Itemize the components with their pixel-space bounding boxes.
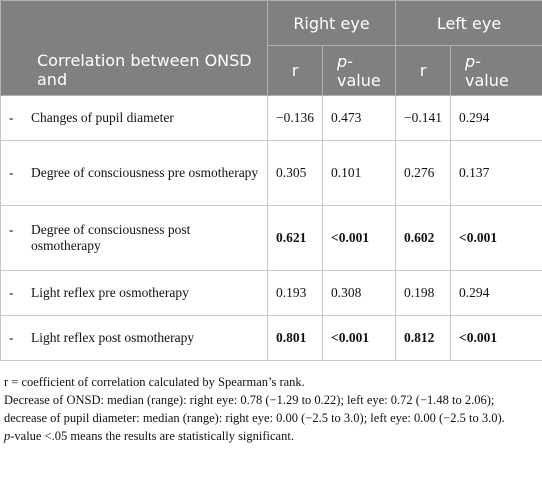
table-row: - Changes of pupil diameter −0.136 0.473 −0.…: [0, 95, 542, 141]
table-row: - Degree of consciousness post osmotherap…: [0, 205, 542, 271]
value-cell: <0.001: [450, 205, 542, 271]
row-label-cell: - Light reflex pre osmotherapy: [0, 270, 268, 316]
column-header-italic: p-: [465, 51, 481, 71]
footnote: r = coefficient of correlation calculate…: [4, 373, 538, 391]
table-row: - Light reflex pre osmotherapy 0.193 0.308 0…: [0, 270, 542, 316]
row-label-cell: - Degree of consciousness post osmotherap…: [0, 205, 268, 271]
footnote: p-value <.05 means the results are stati…: [4, 427, 538, 445]
row-marker: -: [9, 285, 14, 300]
value-cell: <0.001: [322, 315, 396, 361]
row-marker: -: [9, 110, 14, 125]
value-cell: <0.001: [322, 205, 396, 271]
group-header: Left eye: [395, 0, 542, 46]
table-row: - Light reflex post osmotherapy 0.801 <0.00…: [0, 315, 542, 361]
row-marker: -: [9, 222, 14, 237]
value-cell: 0.137: [450, 140, 542, 206]
table-row: - Degree of consciousness pre osmotherapy…: [0, 140, 542, 206]
value-cell: −0.141: [395, 95, 451, 141]
row-label-cell: - Light reflex post osmotherapy: [0, 315, 268, 361]
row-label: Degree of consciousness pre osmotherapy: [31, 165, 259, 180]
value-cell: 0.101: [322, 140, 396, 206]
row-label-cell: - Degree of consciousness pre osmotherapy: [0, 140, 268, 206]
value-cell: 0.308: [322, 270, 396, 316]
value-cell: 0.812: [395, 315, 451, 361]
value-cell: 0.602: [395, 205, 451, 271]
footnote: Decrease of ONSD: median (range): right …: [4, 391, 538, 427]
footnotes: r = coefficient of correlation calculate…: [0, 361, 542, 445]
footnote-text: -value <.05 means the results are statis…: [10, 429, 294, 443]
value-cell: 0.193: [267, 270, 323, 316]
subheader-row: r p-value r p-value: [1, 45, 542, 96]
column-header-text: r: [419, 61, 427, 80]
row-label-header: Correlation between ONSD and: [0, 0, 268, 96]
row-label: Changes of pupil diameter: [31, 110, 174, 125]
column-header: r: [395, 45, 451, 96]
column-header: p-value: [450, 45, 542, 96]
row-marker: -: [9, 330, 14, 345]
footnote-italic: p: [4, 429, 11, 443]
footnote-text: Decrease of ONSD: median (range): right …: [4, 393, 505, 425]
value-cell: 0.621: [267, 205, 323, 271]
value-cell: 0.198: [395, 270, 451, 316]
column-header-text: value: [337, 70, 381, 90]
column-header: r: [267, 45, 323, 96]
row-label-cell: - Changes of pupil diameter: [0, 95, 268, 141]
row-label: Light reflex post osmotherapy: [31, 330, 195, 345]
row-marker: -: [9, 165, 14, 180]
row-label: Light reflex pre osmotherapy: [31, 285, 189, 300]
correlation-table: Correlation between ONSD and Right eye L…: [0, 0, 542, 361]
value-cell: −0.136: [267, 95, 323, 141]
value-cell: 0.276: [395, 140, 451, 206]
value-cell: 0.305: [267, 140, 323, 206]
column-header: p-value: [322, 45, 396, 96]
value-cell: 0.473: [322, 95, 396, 141]
group-header: Right eye: [267, 0, 396, 46]
value-cell: 0.294: [450, 270, 542, 316]
value-cell: 0.801: [267, 315, 323, 361]
header-row: Correlation between ONSD and Right eye L…: [0, 0, 542, 96]
column-header-text: r: [291, 61, 299, 80]
column-header-italic: p-: [337, 51, 353, 71]
footnote-text: r = coefficient of correlation calculate…: [4, 375, 305, 389]
row-label: Degree of consciousness post osmotherapy: [31, 222, 191, 253]
value-cell: <0.001: [450, 315, 542, 361]
value-cell: 0.294: [450, 95, 542, 141]
column-header-text: value: [465, 70, 509, 90]
